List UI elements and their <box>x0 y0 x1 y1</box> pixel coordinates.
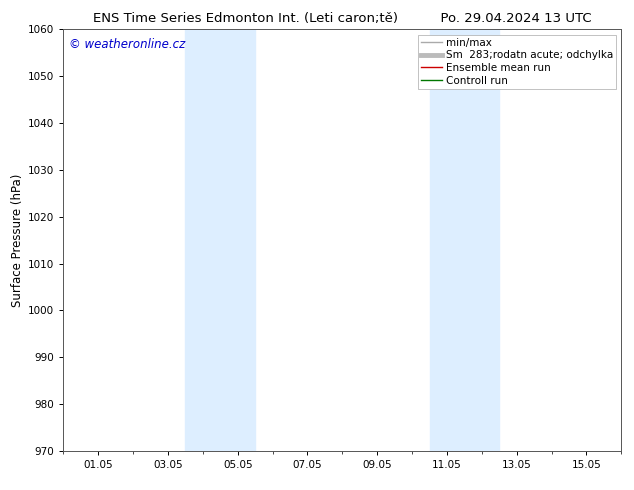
Bar <box>429 29 464 451</box>
Title: ENS Time Series Edmonton Int. (Leti caron;tě)          Po. 29.04.2024 13 UTC: ENS Time Series Edmonton Int. (Leti caro… <box>93 12 592 25</box>
Text: © weatheronline.cz: © weatheronline.cz <box>69 38 185 51</box>
Bar <box>464 29 500 451</box>
Bar <box>185 29 221 451</box>
Bar <box>221 29 255 451</box>
Y-axis label: Surface Pressure (hPa): Surface Pressure (hPa) <box>11 173 24 307</box>
Legend: min/max, Sm  283;rodatn acute; odchylka, Ensemble mean run, Controll run: min/max, Sm 283;rodatn acute; odchylka, … <box>418 35 616 89</box>
